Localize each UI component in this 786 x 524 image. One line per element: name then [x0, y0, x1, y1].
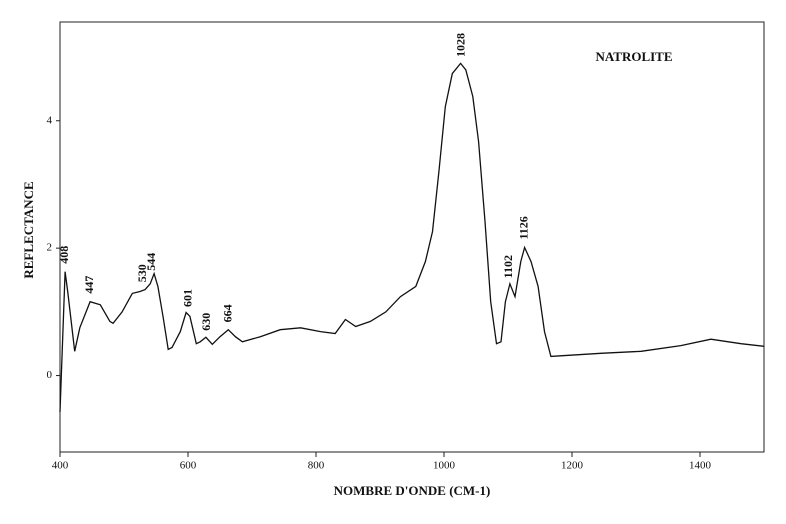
- y-tick-label: 2: [47, 242, 53, 254]
- x-tick-label: 1000: [433, 460, 456, 472]
- x-tick-label: 600: [180, 460, 197, 472]
- peak-label: 1126: [516, 216, 530, 239]
- y-axis-label: REFLECTANCE: [21, 181, 36, 278]
- plot-frame: [59, 21, 765, 453]
- peak-label: 1102: [501, 255, 515, 278]
- chart-title: NATROLITE: [595, 49, 672, 64]
- spectrum-line: [59, 62, 765, 412]
- x-tick-label: 800: [308, 460, 325, 472]
- peak-label: 530: [135, 264, 149, 282]
- x-tick-label: 1400: [689, 460, 712, 472]
- peak-label: 408: [57, 246, 71, 264]
- peak-label: 630: [199, 313, 213, 331]
- x-tick-label: 1200: [561, 460, 584, 472]
- x-axis-label: NOMBRE D'ONDE (CM-1): [334, 483, 491, 498]
- peak-label: 601: [180, 289, 194, 307]
- peak-label: 1028: [454, 33, 468, 57]
- peak-label: 664: [221, 304, 235, 322]
- y-tick-label: 4: [47, 114, 53, 126]
- x-tick-label: 400: [52, 460, 69, 472]
- y-tick-label: 0: [47, 369, 53, 381]
- peak-label: 447: [82, 276, 96, 294]
- peak-label: 544: [144, 253, 158, 271]
